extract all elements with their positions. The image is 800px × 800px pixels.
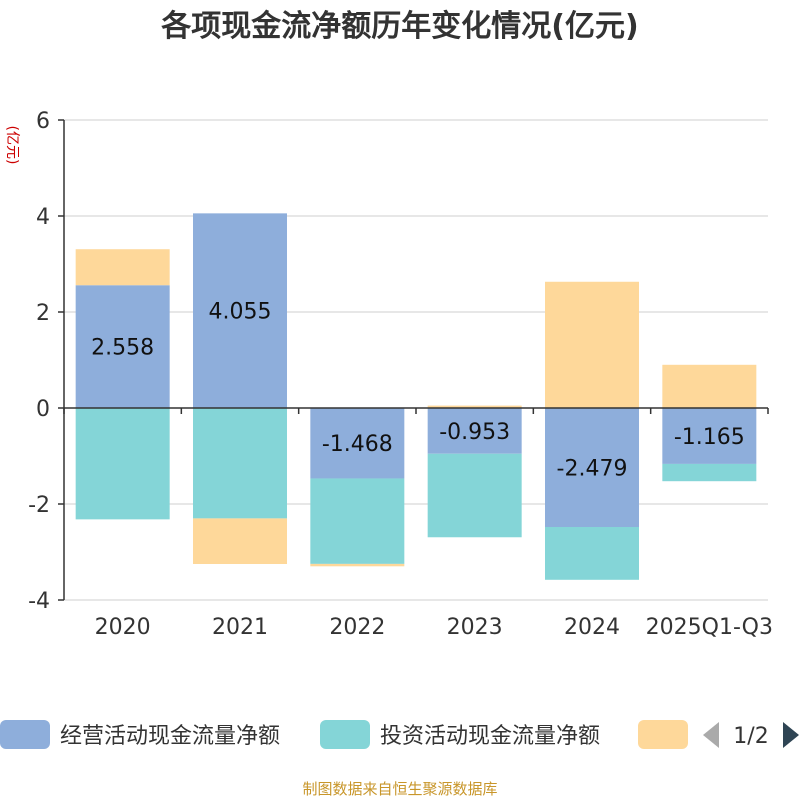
bar-series-1-2022 — [310, 408, 405, 479]
y-tick-label: -4 — [28, 589, 50, 614]
bars — [75, 213, 757, 580]
legend-next-page-icon[interactable] — [783, 722, 799, 748]
bar-series-3-2020 — [75, 249, 170, 286]
bar-series-2-2020 — [75, 408, 170, 520]
y-tick-label: 2 — [36, 301, 50, 326]
legend-label[interactable]: 经营活动现金流量净额 — [60, 724, 280, 749]
data-label: -0.953 — [439, 420, 510, 445]
y-tick-label: 6 — [36, 109, 50, 134]
x-tick-label: 2021 — [212, 615, 268, 640]
legend-swatch[interactable] — [0, 720, 50, 749]
y-tick-label: 0 — [36, 397, 50, 422]
grid-lines — [64, 119, 768, 601]
chart-title: 各项现金流净额历年变化情况(亿元) — [160, 9, 638, 44]
bar-series-2-2025Q1-Q3 — [662, 463, 757, 482]
bar-series-3-2021 — [193, 518, 287, 564]
bar-series-1-2020 — [75, 285, 170, 408]
x-tick-label: 2023 — [447, 615, 503, 640]
bar-series-1-2025Q1-Q3 — [662, 408, 757, 464]
data-label: -2.479 — [557, 456, 628, 481]
y-axis-unit-label: (亿元) — [4, 126, 20, 165]
bar-series-1-2024 — [545, 408, 639, 527]
legend-prev-page-icon[interactable] — [703, 722, 719, 748]
x-tick-label: 2025Q1-Q3 — [646, 615, 773, 640]
bar-series-1-2021 — [193, 213, 287, 408]
legend: 经营活动现金流量净额 投资活动现金流量净额 1/2 — [0, 720, 799, 749]
bar-series-2-2023 — [427, 453, 522, 538]
source-note: 制图数据来自恒生聚源数据库 — [302, 780, 497, 798]
data-label: -1.468 — [322, 432, 393, 457]
bar-series-3-2023 — [427, 405, 522, 408]
y-tick-label: 4 — [36, 205, 50, 230]
legend-swatch[interactable] — [320, 720, 370, 749]
bar-series-1-2023 — [427, 408, 522, 454]
x-tick-label: 2024 — [564, 615, 620, 640]
bar-series-2-2022 — [310, 478, 405, 564]
bar-series-3-2025Q1-Q3 — [662, 364, 757, 408]
data-label: 2.558 — [91, 336, 154, 361]
data-label: 4.055 — [209, 300, 272, 325]
data-label: -1.165 — [674, 425, 745, 450]
legend-page-indicator: 1/2 — [733, 724, 768, 749]
data-labels: 2.558 4.055 -1.468 -0.953 -2.479 -1.165 — [91, 300, 745, 482]
y-tick-label: -2 — [28, 493, 50, 518]
x-tick-label: 2020 — [95, 615, 151, 640]
bar-series-2-2024 — [545, 526, 639, 580]
legend-swatch[interactable] — [638, 720, 688, 749]
axes: -4 -2 0 2 4 6 2020 2021 2022 2023 2024 2025Q1-Q3 — [28, 109, 773, 640]
legend-label[interactable]: 投资活动现金流量净额 — [380, 724, 600, 749]
x-tick-label: 2022 — [329, 615, 385, 640]
bar-series-3-2022 — [310, 563, 405, 567]
bar-series-3-2024 — [545, 281, 639, 408]
bar-series-2-2021 — [193, 408, 287, 519]
